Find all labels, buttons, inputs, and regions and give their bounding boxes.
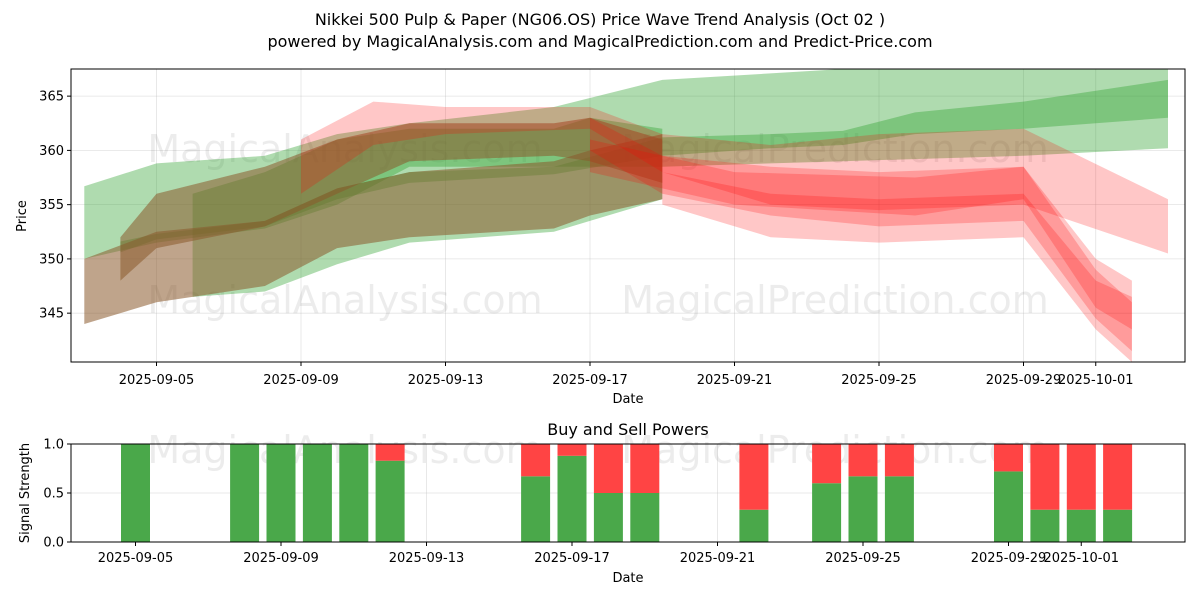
top-y-axis-label: Price [15, 200, 30, 232]
sell-bar [521, 444, 551, 477]
buy-bar [812, 483, 842, 542]
bottom-y-tick-label: 0.5 [43, 487, 64, 502]
bottom-x-tick-label: 2025-09-25 [825, 551, 901, 566]
buy-bar [848, 476, 878, 542]
top-x-tick-label: 2025-09-09 [263, 373, 339, 388]
signal-bars [121, 444, 1133, 542]
chart-title: Nikkei 500 Pulp & Paper (NG06.OS) Price … [315, 10, 885, 29]
sell-bar [375, 444, 405, 461]
watermark-prediction-2: MagicalPrediction.com [621, 278, 1049, 322]
buy-bar [630, 493, 660, 542]
sell-bar [739, 444, 769, 510]
top-x-tick-label: 2025-10-01 [1058, 373, 1134, 388]
buy-bar [302, 444, 332, 542]
buy-bar [339, 444, 369, 542]
buy-bar [266, 444, 296, 542]
bottom-x-tick-label: 2025-09-17 [534, 551, 610, 566]
top-y-tick-label: 355 [39, 198, 64, 213]
top-x-ticks: 2025-09-05 2025-09-09 2025-09-13 2025-09-17… [119, 362, 1134, 388]
bottom-x-tick-label: 2025-09-05 [98, 551, 174, 566]
top-plot-frame [70, 68, 1186, 363]
top-watermarks: MagicalAnalysis.com MagicalPrediction.co… [147, 127, 1048, 322]
buy-bar [1030, 509, 1060, 542]
top-y-tick-label: 360 [39, 144, 64, 159]
bottom-x-tick-label: 2025-09-09 [243, 551, 319, 566]
buy-bar [521, 476, 551, 542]
top-y-tick-label: 345 [39, 307, 64, 322]
bottom-x-axis-label: Date [612, 571, 643, 586]
top-x-tick-label: 2025-09-25 [841, 373, 917, 388]
top-x-tick-label: 2025-09-29 [986, 373, 1062, 388]
sell-bar [1066, 444, 1096, 510]
band-red-main-band [590, 117, 1132, 352]
bottom-x-ticks: 2025-09-05 2025-09-09 2025-09-13 2025-09-17… [98, 542, 1119, 566]
sell-bar [557, 444, 587, 456]
bottom-x-tick-label: 2025-09-29 [971, 551, 1047, 566]
bottom-x-tick-label: 2025-09-13 [389, 551, 465, 566]
sell-bar [593, 444, 623, 493]
buy-bar [375, 460, 405, 542]
bottom-y-tick-label: 1.0 [43, 438, 64, 453]
buy-bar [739, 509, 769, 542]
buy-bar [1103, 509, 1133, 542]
band-green-narrow-band [120, 79, 1168, 253]
top-x-tick-label: 2025-09-13 [408, 373, 484, 388]
band-mixed-main-band [84, 134, 663, 324]
top-y-tick-label: 350 [39, 252, 64, 267]
sell-bar [630, 444, 660, 493]
band-red-upper-band [301, 101, 1168, 254]
sell-bar [1103, 444, 1133, 510]
buy-bar [884, 476, 914, 542]
sell-bar [812, 444, 842, 484]
buy-bar [593, 493, 623, 542]
top-x-tick-label: 2025-09-05 [119, 373, 195, 388]
chart-subtitle: powered by MagicalAnalysis.com and Magic… [267, 32, 932, 51]
top-x-tick-label: 2025-09-21 [697, 373, 773, 388]
buy-bar [1066, 509, 1096, 542]
top-y-ticks: 345 350 355 360 365 [39, 90, 71, 322]
bottom-chart-title: Buy and Sell Powers [547, 420, 709, 439]
buy-bar [230, 444, 260, 542]
sell-bar [848, 444, 878, 477]
top-y-tick-label: 365 [39, 90, 64, 105]
top-x-axis-label: Date [612, 392, 643, 407]
sell-bar [884, 444, 914, 477]
buy-bar [557, 455, 587, 542]
bottom-y-tick-label: 0.0 [43, 536, 64, 551]
watermark-prediction-1: MagicalPrediction.com [621, 127, 1049, 171]
sell-bar [994, 444, 1023, 472]
band-mixed-upper-band [120, 117, 663, 281]
bottom-y-axis-label: Signal Strength [18, 443, 33, 543]
bottom-x-tick-label: 2025-10-01 [1043, 551, 1119, 566]
price-bands [84, 69, 1168, 362]
top-x-tick-label: 2025-09-17 [552, 373, 628, 388]
buy-bar [994, 471, 1023, 542]
band-red-late-band [590, 139, 1132, 330]
band-red-lower-band [662, 172, 1132, 362]
buy-bar [121, 444, 150, 542]
bottom-x-tick-label: 2025-09-21 [680, 551, 756, 566]
sell-bar [1030, 444, 1060, 510]
band-layer [84, 69, 1168, 362]
bottom-y-ticks: 0.0 0.5 1.0 [43, 438, 71, 551]
